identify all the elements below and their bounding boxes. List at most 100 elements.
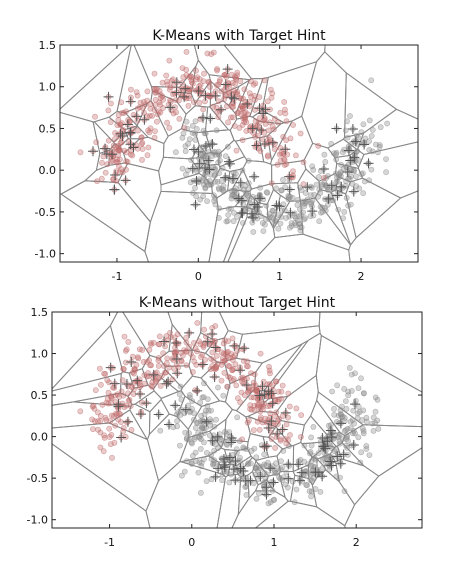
centroid-marker xyxy=(107,149,118,160)
scatter-point xyxy=(315,142,322,149)
centroid-marker xyxy=(207,435,218,446)
scatter-point xyxy=(144,152,151,159)
scatter-point xyxy=(160,105,166,111)
centroid-marker xyxy=(202,336,213,347)
centroid-marker xyxy=(219,462,230,473)
centroid-marker xyxy=(204,164,215,175)
centroid-marker xyxy=(222,64,233,75)
scatter-point xyxy=(291,499,298,506)
scatter-point xyxy=(225,362,232,369)
plot-frame xyxy=(51,311,423,529)
centroid-marker xyxy=(199,162,210,173)
centroid-marker xyxy=(348,186,359,197)
scatter-point xyxy=(106,434,113,440)
voronoi-cell xyxy=(310,399,341,436)
centroid-marker xyxy=(255,471,266,482)
voronoi-cell xyxy=(251,460,270,486)
scatter-point xyxy=(190,99,197,105)
scatter-point xyxy=(153,375,160,382)
scatter-point xyxy=(229,335,236,342)
scatter-point xyxy=(197,341,204,347)
scatter-point xyxy=(370,414,377,421)
scatter-point xyxy=(157,427,164,434)
centroid-marker xyxy=(241,380,252,391)
centroid-marker xyxy=(121,379,132,390)
scatter-point xyxy=(156,333,163,340)
scatter-point xyxy=(115,112,122,119)
scatter-point xyxy=(208,181,215,188)
scatter-point xyxy=(334,382,341,389)
scatter-point xyxy=(134,105,141,112)
scatter-point xyxy=(360,430,367,437)
scatter-point xyxy=(156,341,163,348)
scatter-point xyxy=(179,80,185,86)
scatter-point xyxy=(336,171,343,178)
scatter-point xyxy=(181,124,188,131)
scatter-point xyxy=(249,193,256,200)
scatter-point xyxy=(233,382,240,389)
x-tick-label: 0 xyxy=(195,270,202,281)
scatter-point xyxy=(223,440,230,447)
scatter-point xyxy=(260,117,267,124)
scatter-point xyxy=(317,168,324,174)
scatter-point xyxy=(310,166,317,173)
scatter-point xyxy=(121,147,128,154)
scatter-point xyxy=(273,409,280,416)
centroid-marker xyxy=(283,473,294,484)
scatter-point xyxy=(196,434,203,441)
scatter-point xyxy=(245,157,252,164)
scatter-point xyxy=(343,405,350,412)
centroid-marker xyxy=(235,177,246,188)
voronoi-cell xyxy=(200,361,231,403)
scatter-point xyxy=(242,109,249,116)
scatter-point xyxy=(210,365,217,372)
scatter-point xyxy=(137,382,144,389)
scatter-point xyxy=(192,184,198,191)
scatter-point xyxy=(215,114,222,120)
scatter-point xyxy=(354,410,361,417)
scatter-point xyxy=(251,206,258,213)
scatter-point xyxy=(223,93,230,99)
scatter-point xyxy=(212,195,218,201)
scatter-point xyxy=(186,430,192,437)
scatter-point xyxy=(243,128,250,134)
scatter-point xyxy=(279,382,286,389)
scatter-point xyxy=(270,126,277,133)
scatter-point xyxy=(208,407,214,414)
scatter-point xyxy=(183,435,190,442)
scatter-point xyxy=(356,185,363,192)
scatter-point xyxy=(218,185,225,192)
scatter-point xyxy=(218,361,225,368)
scatter-point xyxy=(193,193,199,200)
scatter-point xyxy=(239,436,245,443)
scatter-point xyxy=(278,388,285,395)
scatter-point xyxy=(318,209,324,216)
centroid-marker xyxy=(212,431,223,442)
scatter-point xyxy=(144,113,150,120)
voronoi-cell xyxy=(254,500,346,528)
scatter-point xyxy=(98,381,104,388)
scatter-point xyxy=(147,341,154,348)
centroid-marker xyxy=(110,170,121,181)
scatter-point xyxy=(212,201,219,208)
scatter-point xyxy=(310,423,317,430)
scatter-point xyxy=(266,367,273,374)
scatter-point xyxy=(331,411,338,418)
x-tick-label: 2 xyxy=(353,536,360,549)
scatter-point xyxy=(322,158,329,165)
centroid-marker xyxy=(226,432,237,443)
chart-title: K-Means with Target Hint xyxy=(152,28,326,44)
scatter-point xyxy=(328,140,335,147)
centroid-marker xyxy=(159,336,170,347)
scatter-point xyxy=(267,410,274,417)
scatter-point xyxy=(126,397,133,403)
scatter-point xyxy=(118,99,125,106)
scatter-point xyxy=(252,118,259,125)
scatter-point xyxy=(239,378,245,385)
scatter-point xyxy=(355,385,362,392)
scatter-point xyxy=(179,134,186,141)
scatter-point xyxy=(273,434,280,440)
voronoi-cell xyxy=(341,424,422,477)
scatter-point xyxy=(213,416,219,423)
centroid-marker xyxy=(294,475,305,486)
